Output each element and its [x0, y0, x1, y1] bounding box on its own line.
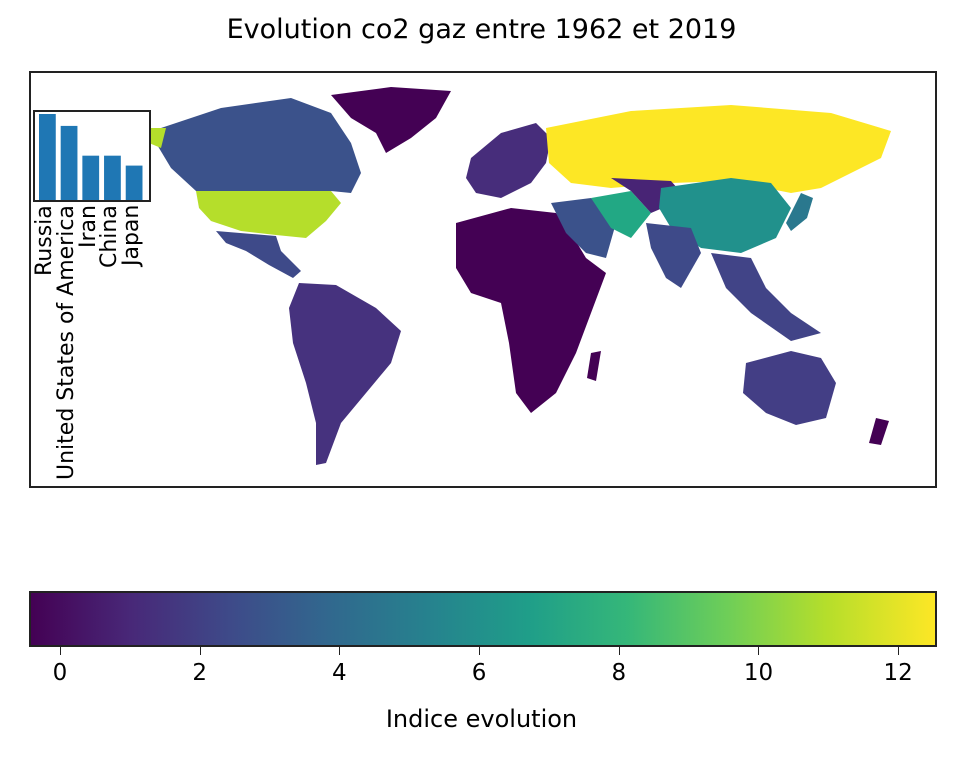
- japan-region: [786, 193, 813, 231]
- colorbar-tick: [758, 647, 760, 655]
- iran-region: [591, 191, 651, 238]
- colorbar-tick: [339, 647, 341, 655]
- inset-bar-russia: [39, 114, 56, 200]
- colorbar: [29, 591, 937, 647]
- middle-east-region: [551, 198, 616, 258]
- world-map: [29, 71, 937, 488]
- usa-region: [196, 191, 341, 238]
- colorbar-tick: [199, 647, 201, 655]
- colorbar-tick: [479, 647, 481, 655]
- inset-bar-svg: [39, 114, 143, 200]
- colorbar-tick-label: 4: [332, 660, 347, 686]
- africa-region: [456, 208, 606, 413]
- colorbar-tick-label: 8: [611, 660, 627, 686]
- madagascar-region: [587, 351, 601, 381]
- india-region: [646, 223, 701, 288]
- colorbar-tick: [60, 647, 61, 655]
- greenland-region: [331, 87, 451, 153]
- south-america-region: [289, 283, 401, 465]
- world-map-svg: [149, 87, 891, 465]
- mexico-region: [216, 231, 301, 278]
- inset-bar-chart: [33, 110, 151, 202]
- inset-bar-label: Japan: [119, 204, 145, 266]
- inset-bar-iran: [82, 155, 100, 200]
- southeast-asia-region: [711, 253, 821, 341]
- colorbar-tick-label: 12: [883, 660, 913, 686]
- inset-bar-united-states-of-america: [60, 125, 78, 200]
- canada-region: [156, 98, 361, 193]
- colorbar-label: Indice evolution: [385, 705, 578, 733]
- colorbar-tick-label: 0: [52, 660, 68, 686]
- colorbar-tick-label: 6: [471, 660, 487, 686]
- inset-bar-china: [104, 155, 121, 200]
- australia-region: [743, 351, 836, 425]
- alaska-region: [149, 128, 166, 148]
- chart-title: Evolution co2 gaz entre 1962 et 2019: [226, 14, 737, 45]
- new-zealand-region: [869, 418, 889, 445]
- russia-region: [546, 105, 891, 193]
- colorbar-tick: [898, 647, 900, 655]
- colorbar-tick-label: 10: [743, 660, 774, 686]
- inset-bar-label: United States of America: [54, 205, 80, 480]
- colorbar-tick-label: 2: [192, 660, 208, 686]
- colorbar-tick: [618, 647, 620, 655]
- inset-bar-japan: [125, 165, 143, 200]
- europe-region: [466, 123, 551, 198]
